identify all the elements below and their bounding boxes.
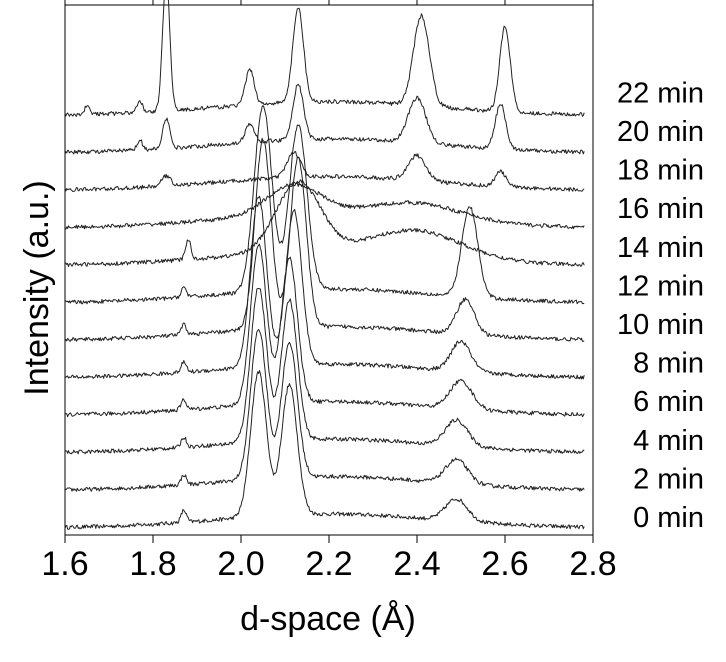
x-tick-label: 2.8: [569, 545, 616, 583]
series-line: [64, 370, 585, 530]
series-label: 18 min: [617, 155, 704, 187]
series-line: [64, 137, 585, 342]
series-label: 20 min: [617, 116, 704, 148]
series-label: 22 min: [617, 77, 704, 109]
x-tick-label: 2.0: [217, 545, 264, 583]
series-line: [64, 182, 585, 230]
series-line: [64, 151, 585, 193]
x-tick-label: 1.6: [41, 545, 88, 583]
x-axis-label: d-space (Å): [240, 600, 416, 638]
series-labels: 0 min 2 min 4 min 6 min 8 min 10 min 12 min 14 …: [617, 77, 704, 534]
x-tick-label: 1.8: [129, 545, 176, 583]
x-tick-label: 2.6: [481, 545, 528, 583]
series-line: [64, 195, 585, 380]
x-axis-ticks: [64, 0, 594, 543]
series-label: 2 min: [633, 463, 704, 495]
series-label: 16 min: [617, 193, 704, 225]
y-axis-label: Intensity (a.u.): [18, 180, 56, 395]
series-label: 12 min: [617, 270, 704, 302]
series-line: [64, 83, 585, 155]
x-axis-tick-labels: 1.6 1.8 2.0 2.2 2.4 2.6 2.8: [41, 545, 616, 583]
series-label: 4 min: [633, 425, 704, 457]
series-line: [64, 105, 585, 305]
series-line: [64, 288, 585, 455]
series-label: 6 min: [633, 386, 704, 418]
series-label: 14 min: [617, 232, 704, 264]
series-label: 10 min: [617, 309, 704, 341]
series-line: [64, 0, 585, 117]
x-tick-label: 2.2: [305, 545, 352, 583]
series-label: 0 min: [633, 502, 704, 534]
x-tick-label: 2.4: [393, 545, 440, 583]
series-label: 8 min: [633, 348, 704, 380]
plot-frame: [64, 4, 594, 536]
series-line: [64, 179, 585, 268]
traces: [64, 0, 585, 530]
series-line: [64, 243, 585, 418]
series-line: [64, 329, 585, 492]
